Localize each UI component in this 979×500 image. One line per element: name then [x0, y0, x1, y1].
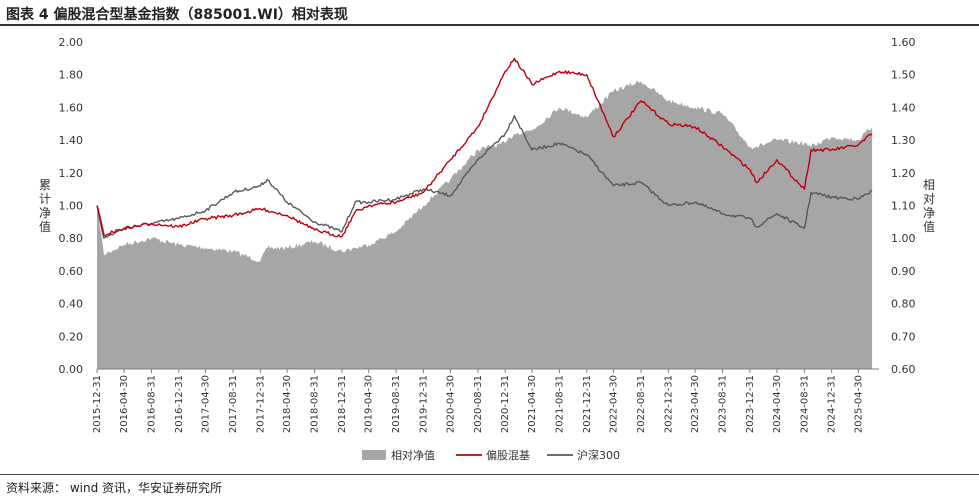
x-tick-label: 2023-12-31	[745, 375, 756, 433]
x-tick-label: 2020-08-31	[473, 375, 484, 433]
legend-label-relative: 相对净值	[391, 448, 435, 462]
x-tick-label: 2019-12-31	[418, 375, 429, 433]
y2-tick-label: 0.80	[891, 298, 916, 311]
y-tick-label: 1.20	[59, 167, 84, 180]
x-tick-label: 2022-12-31	[663, 375, 674, 433]
x-tick-label: 2017-04-30	[201, 375, 212, 433]
x-tick-label: 2023-04-30	[690, 375, 701, 433]
chart: 0.00 0.20 0.40 0.60 0.80 1.00 1.20 1.40 1.60 1.80…	[39, 36, 935, 462]
y-axis-label: 累计净值	[39, 178, 51, 234]
x-tick-label: 2023-08-31	[718, 375, 729, 433]
x-tick-label: 2016-12-31	[174, 375, 185, 433]
legend-layer: 相对净值 偏股混基 沪深300	[362, 448, 620, 462]
series-fund-index-line	[96, 57, 873, 238]
series-relative-area	[97, 81, 873, 369]
x-tick-label: 2020-04-30	[445, 375, 456, 433]
legend-label-csi300: 沪深300	[577, 448, 620, 462]
y-tick-label: 0.00	[59, 363, 84, 376]
x-tick-label: 2020-12-31	[500, 375, 511, 433]
x-tick-label: 2017-08-31	[228, 375, 239, 433]
line-layer	[96, 57, 873, 239]
x-tick-label: 2016-08-31	[147, 375, 158, 433]
x-tick-label: 2019-08-31	[391, 375, 402, 433]
y-tick-label: 2.00	[59, 36, 84, 49]
y-tick-label: 0.60	[59, 265, 84, 278]
y2-tick-label: 0.70	[891, 330, 916, 343]
y-tick-label: 1.60	[59, 101, 84, 114]
y2-tick-label: 0.90	[891, 265, 916, 278]
source-note: 资料来源： wind 资讯，华安证券研究所	[6, 481, 223, 495]
x-tick-label: 2021-04-30	[527, 375, 538, 433]
y-tick-label: 0.20	[59, 330, 84, 343]
y-tick-label: 0.40	[59, 298, 84, 311]
legend-label-fund-index: 偏股混基	[486, 448, 530, 462]
y2-tick-label: 1.20	[891, 167, 916, 180]
relative-area-layer	[97, 81, 873, 369]
x-tick-label: 2022-04-30	[609, 375, 620, 433]
y2-tick-label: 0.60	[891, 363, 916, 376]
x-tick-label: 2016-04-30	[119, 375, 130, 433]
x-tick-label: 2022-08-31	[636, 375, 647, 433]
x-tick-label: 2024-04-30	[772, 375, 783, 433]
y2-tick-label: 1.30	[891, 134, 916, 147]
x-tick-label: 2015-12-31	[92, 375, 103, 433]
x-tick-label: 2021-12-31	[582, 375, 593, 433]
axes-layer: 0.00 0.20 0.40 0.60 0.80 1.00 1.20 1.40 1.60 1.80…	[59, 36, 916, 433]
x-tick-label: 2024-08-31	[799, 375, 810, 433]
y-tick-label: 1.40	[59, 134, 84, 147]
y2-tick-label: 1.00	[891, 232, 916, 245]
x-tick-label: 2018-08-31	[310, 375, 321, 433]
x-tick-label: 2024-12-31	[827, 375, 838, 433]
x-tick-label: 2019-04-30	[364, 375, 375, 433]
x-tick-label: 2021-08-31	[554, 375, 565, 433]
y2-tick-label: 1.50	[891, 69, 916, 82]
figure-title: 图表 4 偏股混合型基金指数（885001.WI）相对表现	[6, 7, 348, 23]
y-tick-label: 1.00	[59, 200, 84, 213]
y2-axis-label: 相对净值	[923, 178, 935, 234]
x-tick-label: 2025-04-30	[853, 375, 864, 433]
legend-swatch-relative	[362, 450, 386, 460]
y-tick-label: 0.80	[59, 232, 84, 245]
y2-tick-label: 1.10	[891, 200, 916, 213]
y-tick-label: 1.80	[59, 69, 84, 82]
x-tick-label: 2017-12-31	[255, 375, 266, 433]
title-divider	[0, 24, 979, 26]
footer-divider	[0, 474, 979, 475]
x-tick-label: 2018-04-30	[282, 375, 293, 433]
y2-tick-label: 1.60	[891, 36, 916, 49]
y2-tick-label: 1.40	[891, 101, 916, 114]
series-csi300-line	[96, 114, 873, 239]
x-tick-label: 2018-12-31	[337, 375, 348, 433]
